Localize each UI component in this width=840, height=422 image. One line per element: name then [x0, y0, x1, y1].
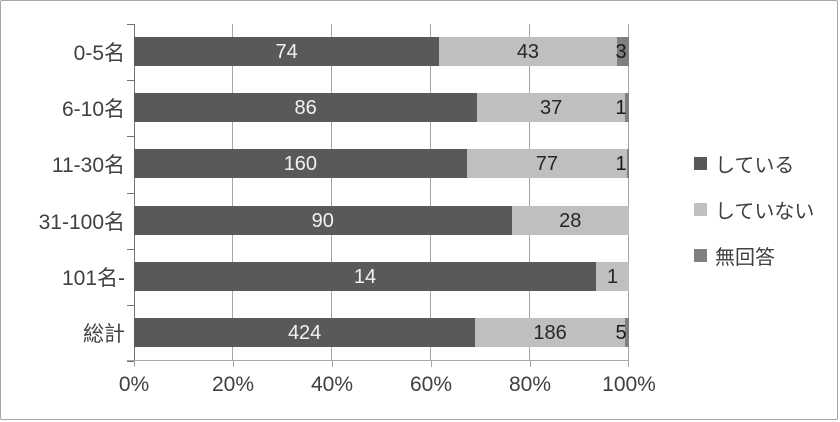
category-label-6-10名: 6-10名: [61, 98, 125, 122]
segment-していない: 43: [439, 37, 617, 66]
bar-row-6-10名: 86 37 1: [134, 93, 629, 122]
gridline-20%: [232, 24, 233, 361]
legend-label-doing: している: [715, 155, 795, 177]
legend-swatch-not-doing-icon: [694, 203, 707, 216]
x-tick-label-40%: 40%: [310, 373, 354, 396]
y-axis-line: [134, 24, 135, 367]
value-label: 186: [533, 321, 567, 344]
gridline-80%: [529, 24, 530, 361]
value-label: 37: [540, 96, 563, 119]
value-label: 77: [535, 152, 558, 175]
y-axis-tick: [127, 24, 134, 25]
segment-していない: 28: [511, 206, 629, 235]
segment-している: 90: [134, 206, 512, 235]
x-axis-tick: [628, 361, 629, 367]
legend-swatch-doing-icon: [694, 157, 707, 170]
segment-していない: 77: [466, 149, 627, 178]
x-axis-tick: [134, 361, 135, 367]
x-tick-label-60%: 60%: [409, 373, 453, 396]
y-axis-tick: [127, 136, 134, 137]
bar-row-11-30名: 160 77 1: [134, 149, 629, 178]
segment-している: 14: [134, 262, 596, 291]
x-axis-line: [127, 360, 629, 361]
legend: している していない 無回答: [694, 149, 814, 270]
value-label: 1: [606, 265, 619, 288]
segment-している: 74: [134, 37, 440, 66]
value-label: 5: [615, 321, 627, 344]
x-axis-tick: [431, 361, 432, 367]
legend-swatch-no-answer-icon: [694, 249, 707, 262]
segment-無回答: 1: [615, 149, 629, 178]
y-axis-tick: [127, 249, 134, 250]
segment-している: 86: [134, 93, 478, 122]
category-label-101名-: 101名-: [61, 266, 125, 290]
x-tick-label-20%: 20%: [211, 373, 255, 396]
category-label-総計: 総計: [83, 322, 125, 346]
x-tick-label-80%: 80%: [508, 373, 552, 396]
value-label: 90: [311, 209, 334, 232]
bar-row-0-5名: 74 43 3: [134, 37, 629, 66]
y-axis-tick: [127, 305, 134, 306]
legend-item-not-doing: していない: [694, 195, 814, 224]
segment-無回答: 1: [615, 93, 629, 122]
x-axis-tick: [233, 361, 234, 367]
x-tick-label-100%: 100%: [602, 373, 656, 396]
legend-label-no-answer: 無回答: [715, 247, 775, 269]
value-label: 14: [353, 265, 377, 288]
category-label-11-30名: 11-30名: [51, 154, 125, 178]
category-label-31-100名: 31-100名: [38, 210, 125, 234]
x-tick-label-0%: 0%: [118, 373, 150, 396]
bar-row-101名-: 14 1: [134, 262, 629, 291]
legend-item-doing: している: [694, 149, 814, 178]
plot-area: 74 43 3 86 37 1 160 77 1 90 28 14 1 424 186 5: [127, 24, 629, 367]
value-label: 74: [275, 40, 298, 63]
segment-していない: 1: [596, 262, 629, 291]
legend-item-no-answer: 無回答: [694, 241, 814, 270]
x-axis-tick: [530, 361, 531, 367]
category-label-0-5名: 0-5名: [73, 42, 125, 66]
segment-無回答: 5: [615, 318, 629, 347]
y-axis-tick: [127, 193, 134, 194]
gridline-60%: [430, 24, 431, 361]
segment-している: 424: [134, 318, 476, 347]
value-label: 1: [615, 152, 627, 175]
segment-していない: 37: [477, 93, 625, 122]
value-label: 86: [294, 96, 317, 119]
segment-無回答: 3: [615, 37, 629, 66]
value-label: 424: [287, 321, 322, 344]
value-label: 28: [559, 209, 582, 232]
y-axis-tick: [127, 361, 134, 362]
value-label: 3: [615, 40, 627, 63]
gridline-40%: [331, 24, 332, 361]
value-label: 160: [283, 152, 318, 175]
segment-している: 160: [134, 149, 467, 178]
legend-label-not-doing: していない: [715, 201, 815, 223]
value-label: 43: [516, 40, 540, 63]
segment-していない: 186: [475, 318, 625, 347]
x-axis-tick: [332, 361, 333, 367]
y-axis-tick: [127, 80, 134, 81]
value-label: 1: [615, 96, 627, 119]
gridline-100%: [628, 24, 629, 361]
bar-row-総計: 424 186 5: [134, 318, 629, 347]
bar-row-31-100名: 90 28: [134, 206, 629, 235]
